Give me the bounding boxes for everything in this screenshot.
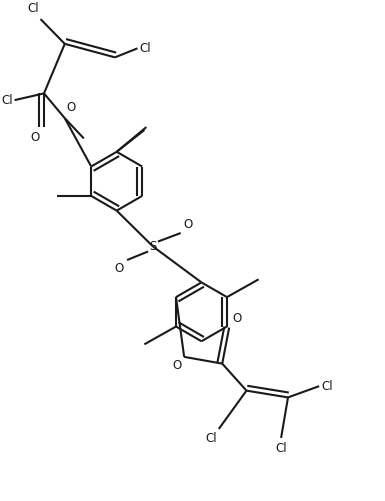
Text: Cl: Cl bbox=[1, 94, 13, 107]
Text: O: O bbox=[31, 131, 40, 144]
Text: Cl: Cl bbox=[205, 432, 217, 445]
Text: Cl: Cl bbox=[275, 442, 287, 455]
Text: Cl: Cl bbox=[321, 380, 333, 393]
Text: S: S bbox=[149, 240, 157, 253]
Text: O: O bbox=[232, 312, 241, 325]
Text: O: O bbox=[184, 218, 193, 231]
Text: Cl: Cl bbox=[139, 42, 151, 55]
Text: Cl: Cl bbox=[27, 2, 38, 15]
Text: O: O bbox=[67, 101, 76, 114]
Text: O: O bbox=[115, 262, 124, 275]
Text: O: O bbox=[172, 359, 181, 372]
